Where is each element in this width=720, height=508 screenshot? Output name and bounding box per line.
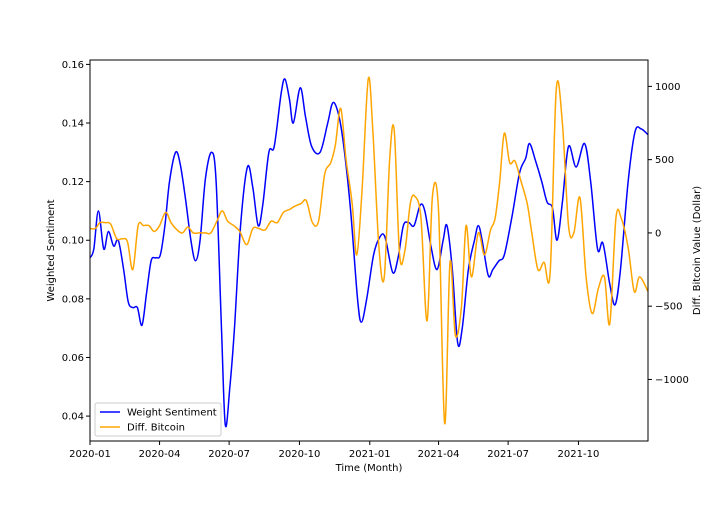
legend-box: [94, 402, 222, 437]
x-tick-label: 2020-10: [279, 449, 321, 460]
y-right-axis-ticks: −1000 −500 0 500 1000: [648, 82, 689, 386]
y-right-tick-label: 0: [655, 228, 661, 239]
legend: Weight Sentiment Diff. Bitcoin: [94, 402, 222, 437]
x-tick-label: 2021-01: [349, 449, 391, 460]
y-left-tick-label: 0.06: [62, 353, 84, 364]
y-left-axis-ticks: 0.04 0.06 0.08 0.10 0.12 0.14 0.16: [62, 60, 90, 423]
y-right-tick-label: 1000: [655, 82, 680, 93]
series-line-weight-sentiment: [90, 78, 648, 428]
y-left-tick-label: 0.08: [62, 294, 84, 305]
axes-layer: [89, 59, 649, 442]
y-right-tick-label: 500: [655, 155, 674, 166]
y-right-tick-label: −1000: [655, 375, 689, 386]
y-left-tick-label: 0.10: [62, 236, 84, 247]
legend-label-weight-sentiment: Weight Sentiment: [127, 408, 217, 419]
x-tick-label: 2020-01: [69, 449, 111, 460]
x-axis-ticks: 2020-01 2020-04 2020-07 2020-10 2021-01 2021-…: [69, 441, 599, 460]
x-tick-label: 2021-04: [418, 449, 460, 460]
plot-frame: [89, 59, 649, 442]
x-tick-label: 2021-10: [558, 449, 600, 460]
y-left-axis-label: Weighted Sentiment: [46, 199, 57, 301]
y-left-tick-label: 0.14: [62, 119, 84, 130]
legend-label-diff-bitcoin: Diff. Bitcoin: [127, 423, 185, 434]
y-right-axis-label: Diff. Bitcoin Value (Dollar): [692, 186, 703, 315]
series-line-diff-bitcoin: [90, 76, 648, 425]
y-left-tick-label: 0.12: [62, 177, 84, 188]
y-left-tick-label: 0.04: [62, 412, 84, 423]
y-right-tick-label: −500: [655, 302, 682, 313]
series-layer: [90, 76, 648, 428]
x-tick-label: 2021-07: [487, 449, 529, 460]
x-tick-label: 2020-04: [139, 449, 181, 460]
x-axis-label: Time (Month): [335, 463, 403, 474]
y-left-tick-label: 0.16: [62, 60, 84, 71]
x-tick-label: 2020-07: [208, 449, 250, 460]
